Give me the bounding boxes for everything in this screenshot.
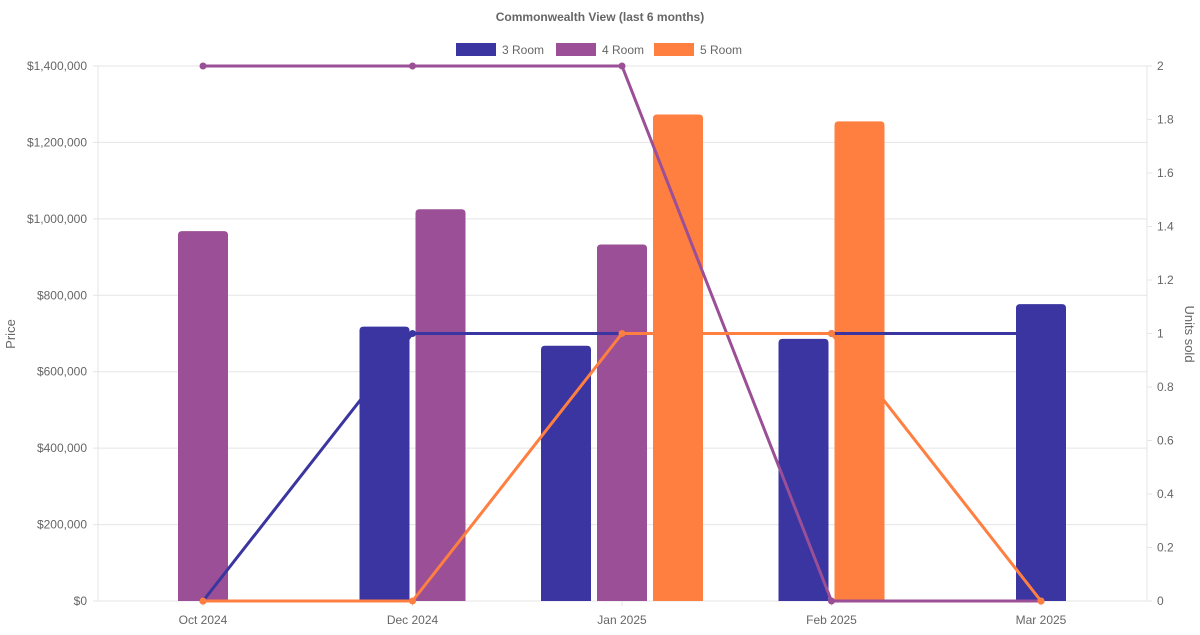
y-tick-label: $0 [74, 594, 88, 608]
x-tick-label: Mar 2025 [1016, 613, 1067, 627]
point-5-room[interactable] [828, 330, 835, 337]
legend-swatch-5-room [654, 43, 694, 56]
x-axis: Oct 2024 Dec 2024 Jan 2025 Feb 2025 Mar 2025 [179, 601, 1067, 627]
point-4-room[interactable] [199, 62, 207, 70]
bar-series-group[interactable] [178, 114, 1066, 602]
point-4-room[interactable] [618, 62, 626, 70]
y-tick-label: $600,000 [37, 365, 87, 379]
bar-5-room[interactable] [834, 121, 885, 602]
y2-tick-label: 2 [1157, 59, 1164, 73]
y2-tick-label: 0.4 [1157, 487, 1174, 501]
bar-3-room[interactable] [778, 338, 829, 601]
bar-3-room[interactable] [1016, 304, 1066, 601]
y-axis-right: 0 0.2 0.4 0.6 0.8 1 1.2 1.4 1.6 1.8 2 [1147, 59, 1174, 608]
y-tick-label: $800,000 [37, 288, 87, 302]
x-tick-label: Dec 2024 [387, 613, 439, 627]
point-5-room[interactable] [199, 597, 207, 605]
legend-swatch-4-room [556, 43, 596, 56]
bar-3-room[interactable] [541, 345, 591, 601]
y-tick-label: $200,000 [37, 518, 87, 532]
y-tick-label: $1,200,000 [27, 135, 87, 149]
bar-4-room[interactable] [178, 231, 228, 602]
y-axis-left: $0 $200,000 $400,000 $600,000 $800,000 $1,000… [27, 59, 87, 608]
bar-4-room[interactable] [597, 244, 647, 602]
y2-tick-label: 0.2 [1157, 541, 1174, 555]
line-series-group[interactable] [199, 62, 1045, 605]
chart-title: Commonwealth View (last 6 months) [496, 10, 704, 24]
y2-tick-label: 0 [1157, 594, 1164, 608]
y-tick-label: $1,000,000 [27, 212, 87, 226]
bar-4-room[interactable] [415, 209, 466, 601]
y2-tick-label: 1.6 [1157, 166, 1174, 180]
point-3-room[interactable] [1037, 330, 1045, 337]
y2-tick-label: 1.8 [1157, 113, 1174, 127]
point-4-room[interactable] [828, 597, 835, 605]
y2-tick-label: 0.6 [1157, 434, 1174, 448]
y-tick-label: $400,000 [37, 441, 87, 455]
point-3-room[interactable] [409, 330, 416, 337]
y2-tick-label: 1 [1157, 327, 1164, 341]
legend-label-3-room: 3 Room [502, 43, 544, 57]
x-tick-label: Jan 2025 [597, 613, 647, 627]
legend[interactable]: 3 Room 4 Room 5 Room [456, 43, 742, 57]
point-5-room[interactable] [409, 597, 416, 605]
x-tick-label: Oct 2024 [179, 613, 228, 627]
y2-tick-label: 1.4 [1157, 220, 1174, 234]
legend-label-4-room: 4 Room [602, 43, 644, 57]
y2-tick-label: 1.2 [1157, 273, 1174, 287]
y2-tick-label: 0.8 [1157, 380, 1174, 394]
legend-swatch-3-room [456, 43, 496, 56]
y-tick-label: $1,400,000 [27, 59, 87, 73]
point-4-room[interactable] [409, 62, 416, 70]
legend-label-5-room: 5 Room [700, 43, 742, 57]
bar-5-room[interactable] [653, 114, 703, 602]
point-5-room[interactable] [618, 330, 626, 337]
y-axis-title: Price [3, 319, 18, 349]
point-5-room[interactable] [1037, 597, 1045, 605]
y2-axis-title: Units sold [1182, 305, 1197, 362]
x-tick-label: Feb 2025 [806, 613, 857, 627]
bar-3-room[interactable] [359, 326, 410, 601]
